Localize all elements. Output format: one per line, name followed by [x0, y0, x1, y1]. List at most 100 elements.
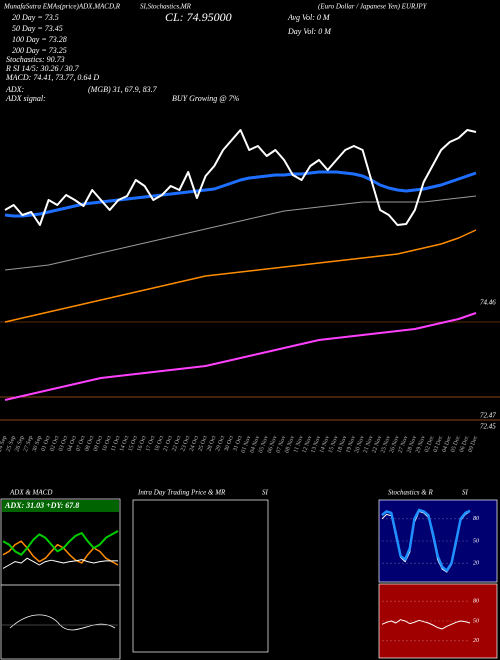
ema-text: 20 Day = 73.5 [12, 13, 59, 22]
stat-text: MACD: 74.41, 73.77, 0.64 D [5, 73, 99, 82]
series-line [2, 540, 119, 566]
x-tick-label: 27 Sep [23, 435, 34, 453]
x-tick-label: 14 Nov [319, 435, 331, 454]
x-tick-label: 15 Nov [328, 435, 340, 454]
stoch-panel [378, 499, 498, 583]
x-tick-label: 04 Dec [441, 435, 453, 453]
x-tick-label: 28 Oct [206, 435, 217, 453]
x-tick-label: 26 Nov [389, 435, 401, 454]
x-tick-label: 26 Sep [14, 435, 25, 453]
avg-vol: Avg Vol: 0 M [287, 13, 331, 22]
panel-title: ADX & MACD [9, 489, 52, 497]
x-tick-label: 07 Nov [276, 435, 288, 454]
x-tick-label: 04 Oct [67, 435, 78, 453]
ema-text: 200 Day = 73.25 [12, 46, 67, 55]
day-vol: Day Vol: 0 M [287, 27, 332, 36]
x-tick-label: 25 Nov [380, 435, 392, 454]
header-text: SI,Stochastics,MR [140, 3, 192, 11]
panel-title: SI [262, 489, 269, 497]
x-tick-label: 11 Oct [110, 435, 121, 452]
series-line [4, 312, 477, 401]
right-label: 72.47 [480, 412, 496, 420]
stat-text: ADX signal: [5, 94, 46, 103]
x-tick-label: 18 Oct [154, 435, 165, 453]
y-tick-label: 80 [473, 599, 479, 605]
stat-text: Stochastics: 90.73 [6, 55, 65, 64]
y-tick-label: 20 [473, 561, 479, 567]
signal-text: BUY Growing @ 7% [172, 94, 240, 103]
x-tick-label: 02 Oct [49, 435, 60, 453]
x-tick-label: 25 Sep [6, 435, 17, 453]
x-tick-label: 08 Oct [84, 435, 95, 453]
x-tick-label: 17 Oct [145, 435, 156, 453]
x-tick-label: 27 Nov [398, 435, 410, 454]
x-tick-label: 29 Oct [215, 435, 226, 453]
x-tick-label: 11 Nov [293, 435, 305, 454]
panel-title: Intra Day Trading Price & MR [137, 489, 226, 497]
series-line [4, 229, 477, 323]
x-tick-label: 23 Oct [180, 435, 191, 453]
x-tick-label: 04 Nov [249, 435, 261, 454]
x-tick-label: 31 Oct [233, 435, 244, 453]
adx-box [2, 500, 119, 512]
series-line [2, 530, 119, 556]
stat-text: R SI 14/5: 30.26 / 30.7 [5, 64, 80, 73]
x-tick-label: 06 Dec [459, 435, 471, 453]
ema-text: 50 Day = 73.45 [12, 24, 63, 33]
x-tick-label: 18 Nov [337, 435, 349, 454]
x-tick-label: 15 Oct [128, 435, 139, 453]
x-tick-label: 24 Sep [0, 435, 8, 453]
x-tick-label: 01 Oct [41, 435, 52, 453]
x-tick-label: 14 Oct [119, 435, 130, 453]
panel-title: SI [462, 489, 469, 497]
y-tick-label: 50 [473, 618, 479, 624]
series-line [381, 508, 471, 572]
ema-text: 100 Day = 73.28 [12, 35, 67, 44]
stat-text: (MGB) 31, 67.9, 83.7 [88, 85, 158, 94]
x-tick-label: 30 Sep [32, 435, 43, 453]
y-tick-label: 20 [473, 638, 479, 644]
x-tick-label: 09 Oct [93, 435, 104, 453]
right-label: 74.46 [480, 299, 496, 307]
y-tick-label: 80 [473, 516, 479, 522]
y-tick-label: 50 [473, 538, 479, 544]
series-line [2, 557, 118, 569]
series-line [4, 170, 477, 218]
right-label: 72.45 [480, 423, 496, 431]
x-tick-label: 06 Nov [267, 435, 279, 454]
x-tick-label: 30 Oct [224, 435, 235, 453]
panel-frame [0, 498, 121, 660]
x-tick-label: 02 Dec [424, 435, 436, 453]
x-tick-label: 28 Nov [406, 435, 418, 454]
x-tick-label: 25 Oct [198, 435, 209, 453]
x-tick-label: 08 Nov [284, 435, 296, 454]
series-line [4, 129, 477, 226]
x-tick-label: 22 Nov [371, 435, 383, 454]
x-tick-label: 22 Oct [171, 435, 182, 453]
x-tick-label: 05 Dec [450, 435, 462, 453]
header-text: MunafaSutra EMAs(price)ADX,MACD,R [3, 3, 121, 11]
x-tick-label: 16 Oct [137, 435, 148, 453]
x-tick-label: 12 Nov [302, 435, 314, 454]
x-tick-label: 09 Dec [468, 435, 480, 453]
x-tick-label: 03 Dec [433, 435, 445, 453]
close-price: CL: 74.95000 [165, 10, 232, 24]
header-text: (Euro Dollar / Japanese Yen) EURJPY [318, 3, 428, 11]
x-tick-label: 21 Nov [363, 435, 375, 454]
x-tick-label: 07 Oct [76, 435, 87, 453]
x-tick-label: 03 Oct [58, 435, 69, 453]
adx-box-text: ADX: 31.03 +DY: 67.8 [4, 501, 79, 510]
panel-frame [132, 499, 269, 653]
series-line [4, 195, 477, 271]
panel-title: Stochastics & R [388, 489, 433, 497]
x-tick-label: 05 Nov [258, 435, 270, 454]
series-line [381, 619, 471, 630]
x-tick-label: 10 Oct [102, 435, 113, 453]
x-tick-label: 19 Nov [345, 435, 357, 454]
x-tick-label: 24 Oct [189, 435, 200, 453]
macd-decor [9, 614, 116, 631]
stat-text: ADX: [5, 85, 25, 94]
x-tick-label: 13 Nov [310, 435, 322, 454]
